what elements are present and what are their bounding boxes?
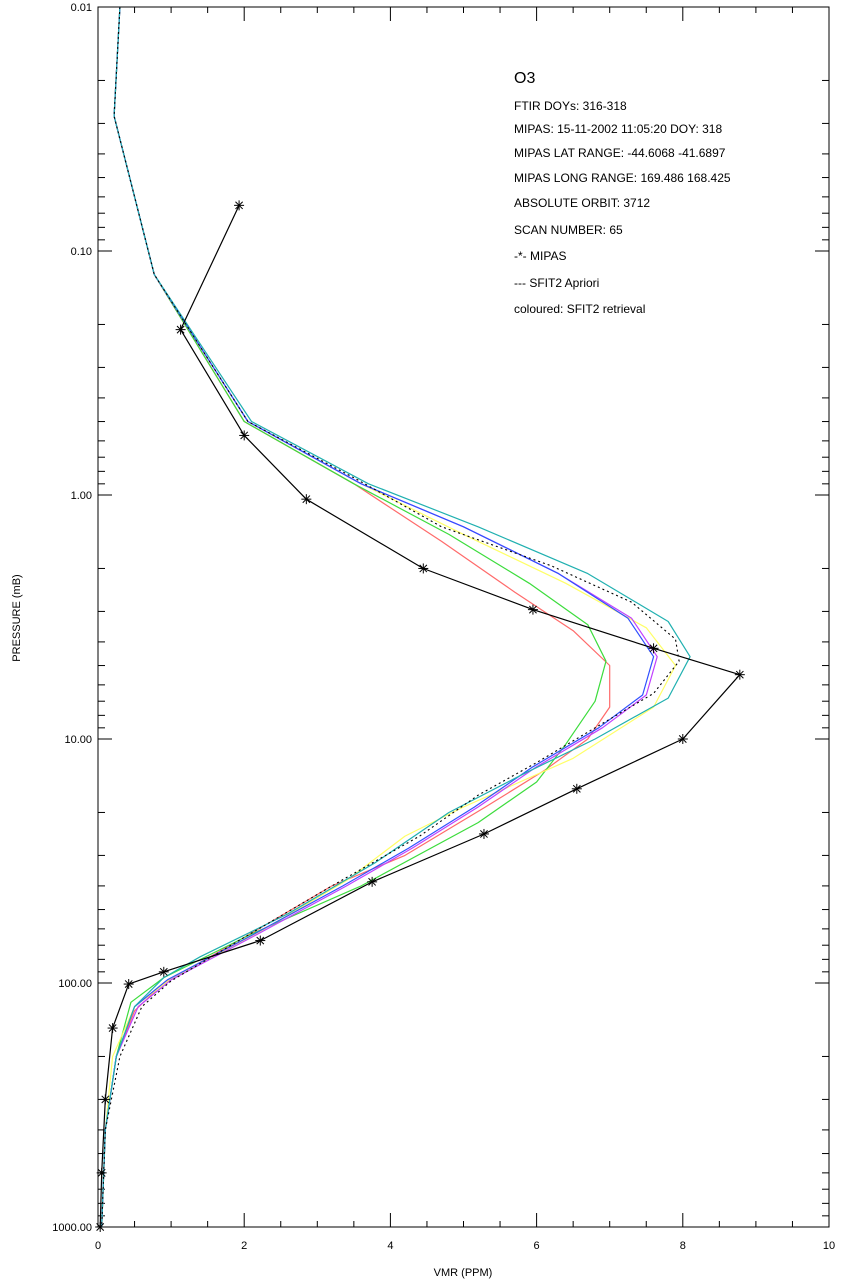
sfit2-retrieval-line <box>101 6 611 1228</box>
y-tick-label: 100.00 <box>58 978 92 990</box>
legend-sfit2-apriori: --- SFIT2 Apriori <box>514 276 599 290</box>
mipas-point <box>527 604 538 615</box>
mipas-point-stroke <box>480 830 488 838</box>
y-tick-label: 0.10 <box>71 246 92 258</box>
x-tick-label: 6 <box>534 1240 540 1252</box>
annotation-line-scan-number: SCAN NUMBER: 65 <box>514 223 623 237</box>
y-tick-label: 0.01 <box>71 2 92 14</box>
x-axis-title: VMR (PPM) <box>434 1267 493 1279</box>
y-tick-label: 10.00 <box>64 734 92 746</box>
sfit2-retrieval-line <box>101 6 677 1228</box>
x-tick-label: 4 <box>387 1240 393 1252</box>
mipas-point-stroke <box>735 670 744 679</box>
legend-sfit2-retrieval: coloured: SFIT2 retrieval <box>514 302 645 316</box>
mipas-point <box>107 1023 118 1034</box>
mipas-point-stroke <box>302 495 311 504</box>
mipas-point-stroke <box>101 1095 110 1104</box>
mipas-point-stroke <box>368 877 377 886</box>
mipas-point <box>677 734 688 744</box>
mipas-point-stroke <box>678 735 687 743</box>
tick-labels: 0 2 4 6 8 10 0.01 0.10 1.00 10.00 100.00 1000.00 <box>52 2 835 1252</box>
x-tick-label: 2 <box>241 1240 247 1252</box>
y-axis-title: PRESSURE (mB) <box>11 574 23 661</box>
mipas-point-stroke <box>124 980 133 989</box>
axis-ticks <box>97 6 830 1228</box>
annotation-line-mipas-date: MIPAS: 15-11-2002 11:05:20 DOY: 318 <box>514 122 722 136</box>
plot-border <box>97 6 830 1228</box>
mipas-point <box>255 935 266 946</box>
sfit2-retrieval-line <box>101 6 655 1228</box>
mipas-point-stroke <box>256 936 265 945</box>
mipas-point <box>234 200 245 211</box>
sfit2-retrieval-line <box>101 6 658 1228</box>
mipas-point <box>301 494 312 505</box>
x-tick-label: 0 <box>95 1240 101 1252</box>
sfit2-retrieval-line <box>101 6 691 1228</box>
series-group <box>99 6 741 1228</box>
mipas-point-stroke <box>97 1168 106 1177</box>
mipas-point <box>367 876 378 887</box>
annotation-line-orbit: ABSOLUTE ORBIT: 3712 <box>514 196 650 210</box>
mipas-point-stroke <box>419 564 428 573</box>
mipas-point <box>418 563 429 574</box>
plot-frame <box>97 6 830 1228</box>
annotation-line-lat-range: MIPAS LAT RANGE: -44.6068 -41.6897 <box>514 146 726 160</box>
y-tick-label: 1000.00 <box>52 1222 92 1234</box>
mipas-point <box>123 979 134 990</box>
mipas-point-stroke <box>240 431 249 440</box>
mipas-point <box>158 966 169 977</box>
mipas-point-stroke <box>176 325 185 334</box>
mipas-line <box>99 205 741 1228</box>
mipas-point <box>648 643 659 654</box>
sfit2-apriori-line <box>101 6 680 1228</box>
annotation-line-long-range: MIPAS LONG RANGE: 169.486 168.425 <box>514 171 731 185</box>
annotation-title: O3 <box>514 70 535 87</box>
mipas-point <box>100 1094 111 1105</box>
y-tick-label: 1.00 <box>71 490 92 502</box>
mipas-point <box>96 1167 107 1178</box>
mipas-point-stroke <box>528 605 537 614</box>
mipas-point-stroke <box>108 1024 117 1033</box>
mipas-point <box>239 430 250 441</box>
mipas-point <box>175 324 186 335</box>
mipas-point-stroke <box>649 644 658 653</box>
mipas-point <box>95 1222 106 1232</box>
annotation-line-ftir-doys: FTIR DOYs: 316-318 <box>514 99 627 113</box>
mipas-point-stroke <box>235 201 244 210</box>
mipas-point-stroke <box>572 784 581 793</box>
sfit2-retrieval-line <box>101 6 607 1228</box>
mipas-point <box>478 828 489 839</box>
annotation-block: O3 FTIR DOYs: 316-318 MIPAS: 15-11-2002 … <box>514 70 731 316</box>
legend-mipas: -*- MIPAS <box>514 249 566 263</box>
mipas-markers <box>95 200 745 1232</box>
x-tick-label: 10 <box>823 1240 835 1252</box>
mipas-point-stroke <box>96 1223 105 1231</box>
mipas-point <box>734 669 745 680</box>
x-tick-label: 8 <box>680 1240 686 1252</box>
mipas-point <box>571 783 582 794</box>
mipas-point-stroke <box>159 967 168 976</box>
